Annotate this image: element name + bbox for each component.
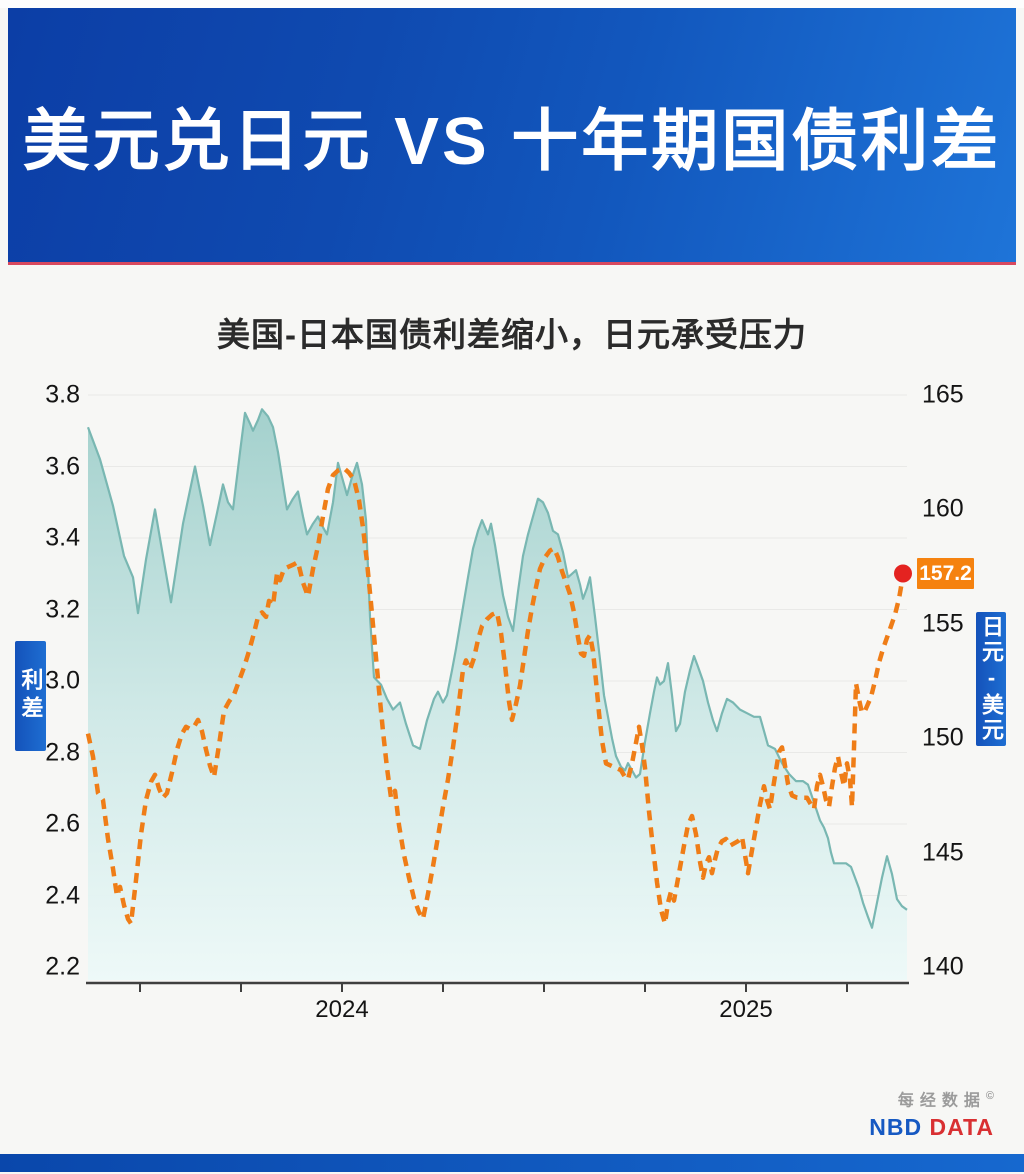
brand-logo: 每经数据© NBD DATA (869, 1090, 994, 1140)
x-year-label: 2025 (719, 996, 773, 1023)
left-tick-label: 2.4 (45, 881, 80, 909)
last-value-badge: 157.2 (917, 558, 974, 589)
bottom-blue-bar (0, 1154, 1024, 1172)
left-tick-label: 3.8 (45, 380, 80, 409)
header-banner: 美元兑日元 VS 十年期国债利差 (8, 8, 1016, 262)
right-tick-label: 160 (922, 494, 964, 523)
brand-nbd-text: NBD (869, 1113, 923, 1140)
brand-nbd-data: NBD DATA (869, 1114, 994, 1140)
page-title: 美元兑日元 VS 十年期国债利差 (22, 103, 1002, 179)
left-tick-label: 2.8 (45, 738, 80, 766)
x-axis (86, 981, 909, 992)
x-year-label: 2024 (315, 996, 369, 1023)
left-tick-label: 3.0 (45, 666, 80, 695)
left-tick-label: 2.2 (45, 952, 80, 981)
right-tick-label: 150 (922, 723, 964, 752)
brand-chinese-name: 每经数据© (869, 1090, 994, 1111)
brand-data-text: DATA (929, 1113, 994, 1140)
last-point-dot (894, 564, 912, 583)
right-tick-label: 145 (922, 838, 964, 867)
top-white-frame (0, 0, 1024, 8)
left-tick-label: 3.2 (45, 595, 80, 623)
gridlines (88, 394, 907, 968)
chart-legend: 日元/美元 美国-日本十年期国债利差 (0, 1022, 1024, 1082)
spread-area-series (86, 408, 908, 980)
left-axis-title-badge: 利差 (15, 641, 46, 751)
left-tick-label: 2.6 (45, 809, 80, 838)
brand-cn-text: 每经数据 (897, 1092, 986, 1110)
usdjpy-dashed-line-series (85, 465, 906, 926)
left-tick-label: 3.4 (45, 523, 80, 552)
right-tick-label: 140 (922, 952, 964, 981)
copyright-mark: © (985, 1090, 994, 1102)
right-tick-label: 155 (922, 609, 964, 638)
left-tick-label: 3.6 (45, 452, 80, 480)
chart-title: 美国-日本国债利差缩小，日元承受压力 (217, 316, 807, 353)
banner-red-divider (8, 262, 1016, 265)
right-axis-title-badge: 日元-美元 (976, 612, 1006, 746)
right-tick-label: 165 (922, 380, 964, 409)
